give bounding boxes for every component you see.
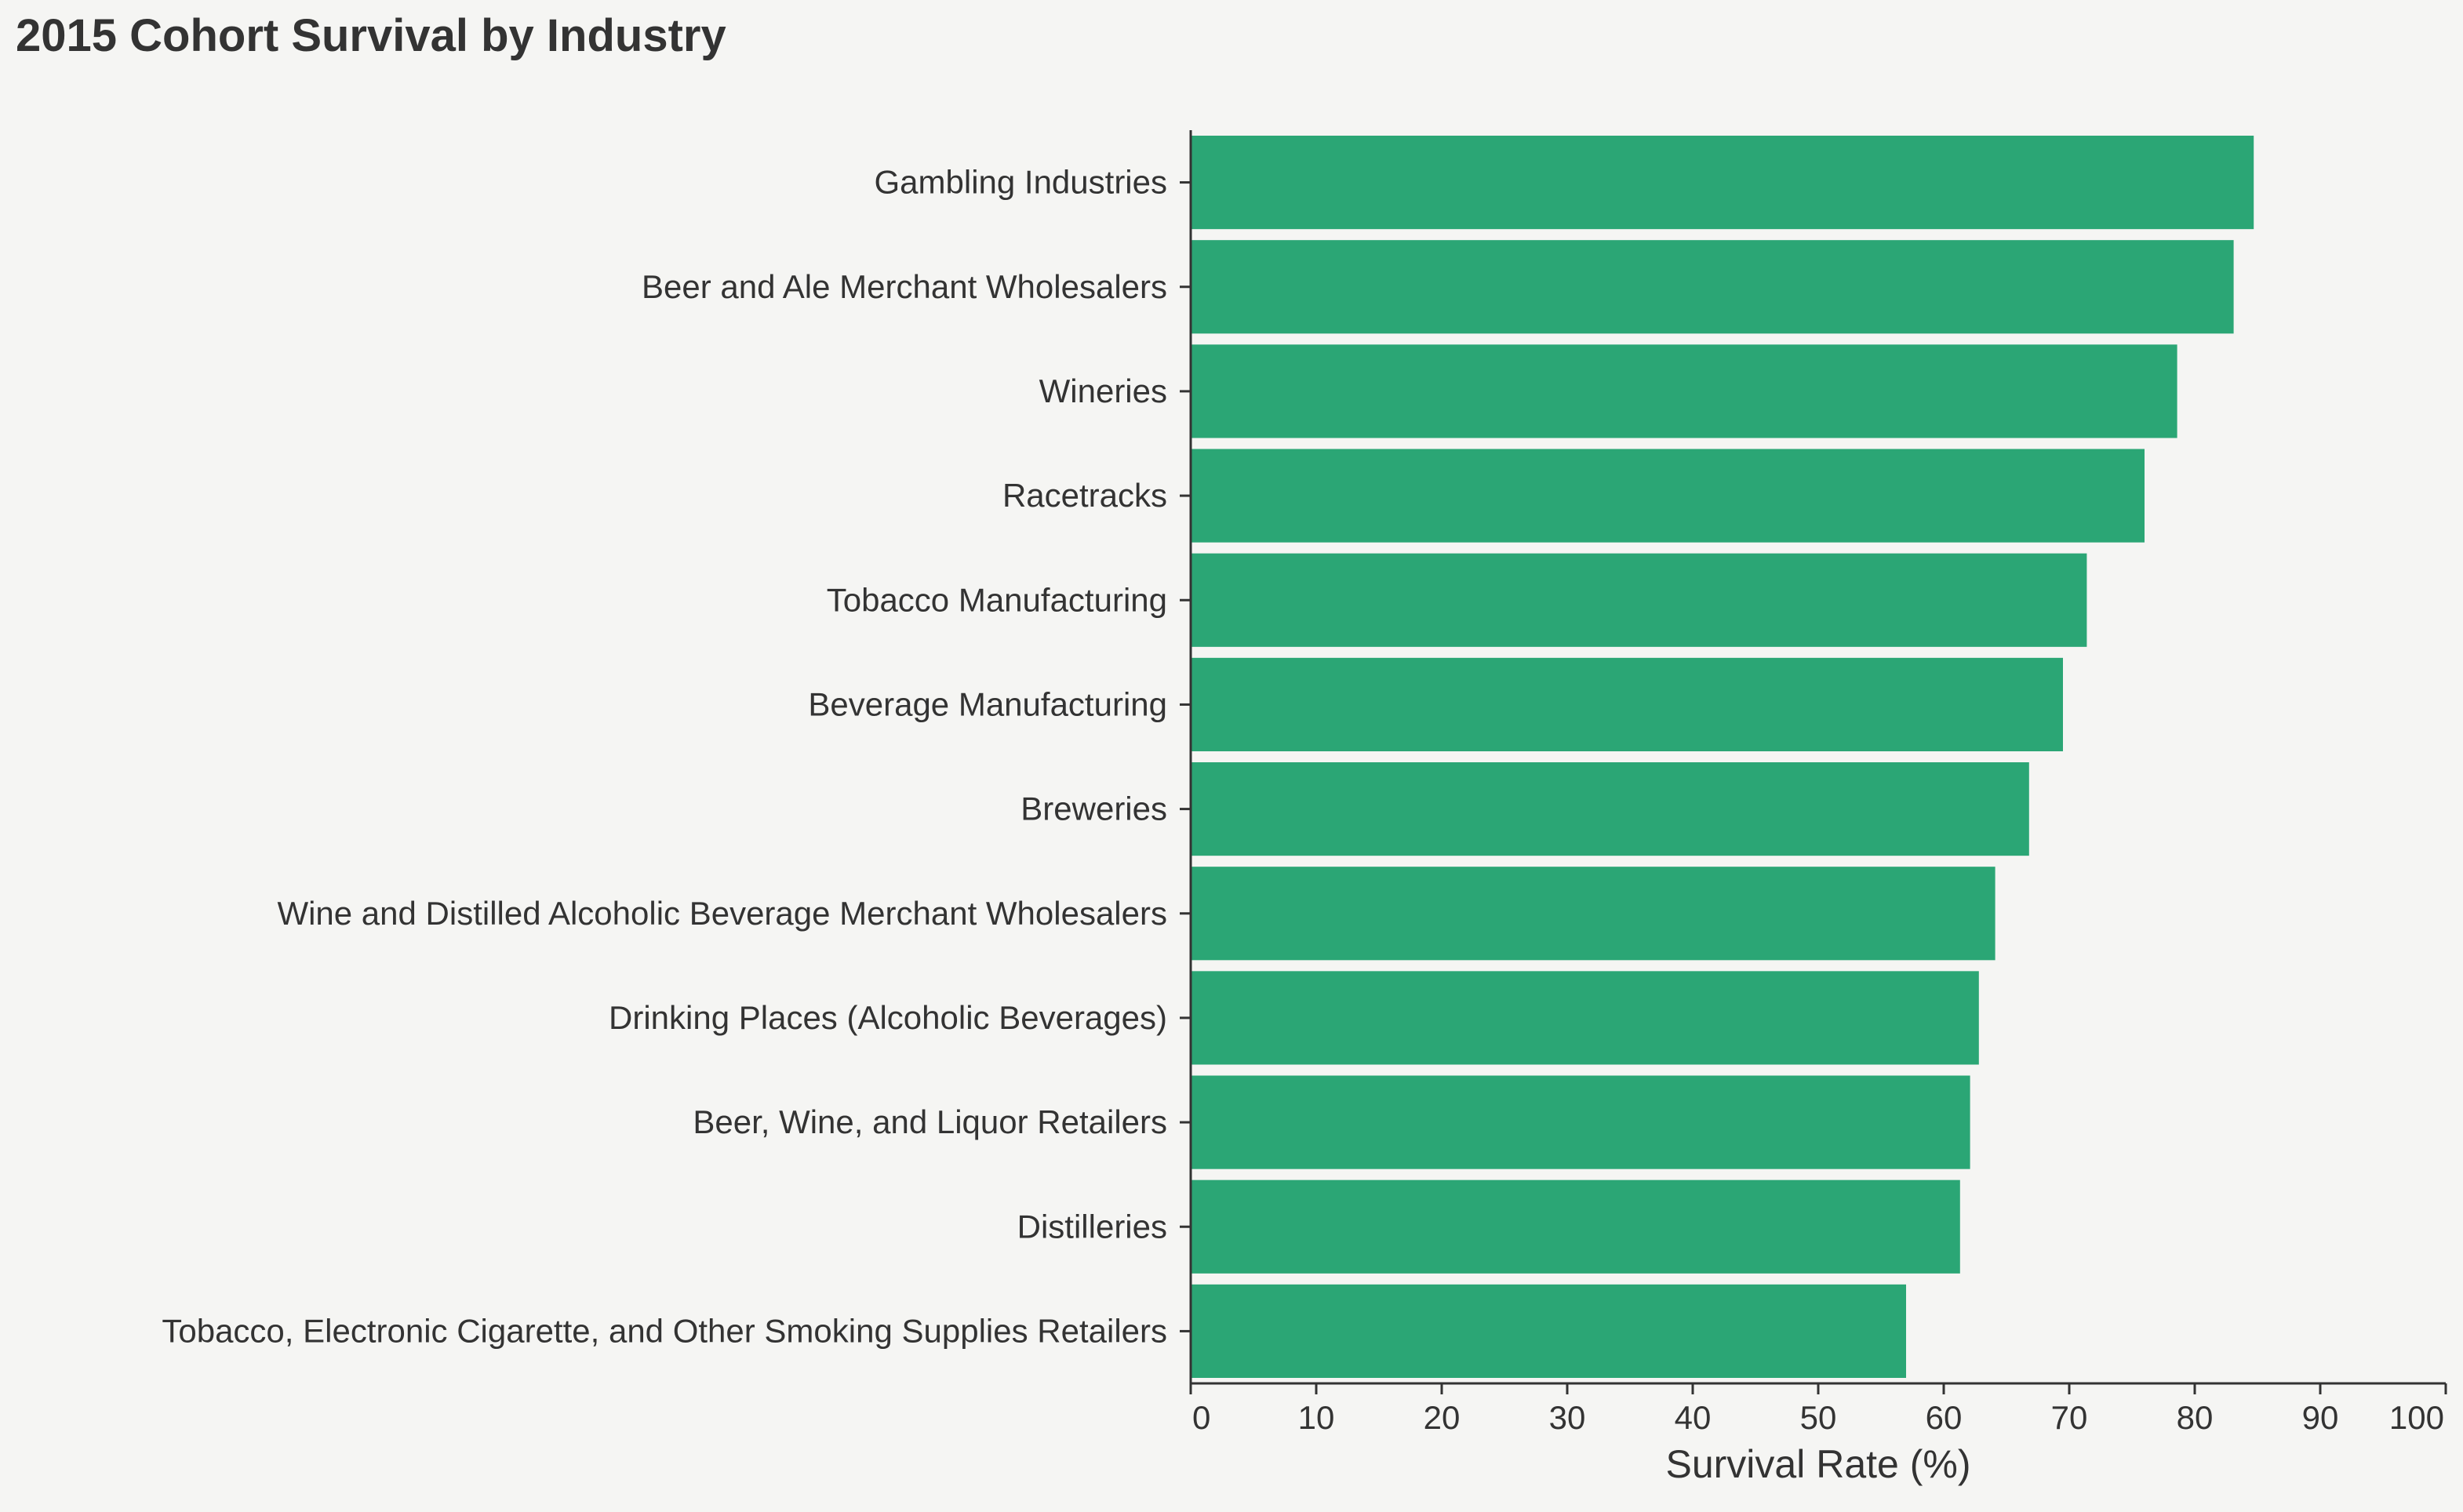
x-tick-label: 60 xyxy=(1926,1399,1963,1436)
x-tick-label: 90 xyxy=(2302,1399,2339,1436)
x-tick-label: 30 xyxy=(1549,1399,1586,1436)
bar xyxy=(1191,344,2177,438)
bar xyxy=(1191,1179,1960,1274)
bar xyxy=(1191,1075,1970,1169)
category-label: Beverage Manufacturing xyxy=(808,685,1167,722)
category-label: Gambling Industries xyxy=(874,164,1167,201)
x-tick-label: 40 xyxy=(1675,1399,1712,1436)
x-tick-label: 70 xyxy=(2051,1399,2088,1436)
x-axis: 0 10 20 30 40 50 60 70 80 90 100 xyxy=(1189,1382,2447,1436)
bar xyxy=(1191,553,2087,647)
category-label: Tobacco, Electronic Cigarette, and Other… xyxy=(162,1312,1167,1349)
y-axis: Gambling Industries Beer and Ale Merchant… xyxy=(162,130,1192,1383)
x-tick-label: 80 xyxy=(2177,1399,2214,1436)
bar xyxy=(1191,1284,1906,1378)
category-label: Breweries xyxy=(1020,791,1167,827)
bar xyxy=(1191,762,2029,856)
category-label: Drinking Places (Alcoholic Beverages) xyxy=(609,999,1167,1036)
x-tick-label: 10 xyxy=(1298,1399,1335,1436)
category-label: Beer, Wine, and Liquor Retailers xyxy=(693,1103,1167,1140)
x-tick-label: 100 xyxy=(2389,1399,2444,1436)
category-label: Beer and Ale Merchant Wholesalers xyxy=(642,268,1167,305)
bar xyxy=(1191,136,2254,230)
category-label: Distilleries xyxy=(1017,1208,1167,1245)
bar xyxy=(1191,240,2234,334)
chart-title: 2015 Cohort Survival by Industry xyxy=(16,10,726,61)
category-label: Tobacco Manufacturing xyxy=(827,581,1167,618)
category-label: Wineries xyxy=(1039,373,1167,409)
x-tick-label: 50 xyxy=(1800,1399,1837,1436)
bars-layer xyxy=(1191,136,2254,1378)
bar xyxy=(1191,971,1979,1065)
category-label: Racetracks xyxy=(1002,477,1167,514)
bar xyxy=(1191,657,2063,751)
x-axis-title: Survival Rate (%) xyxy=(1666,1442,1971,1486)
x-tick-label: 0 xyxy=(1192,1399,1210,1436)
bar xyxy=(1191,867,1996,961)
bar xyxy=(1191,449,2145,543)
x-tick-label: 20 xyxy=(1424,1399,1461,1436)
category-label: Wine and Distilled Alcoholic Beverage Me… xyxy=(277,895,1167,932)
